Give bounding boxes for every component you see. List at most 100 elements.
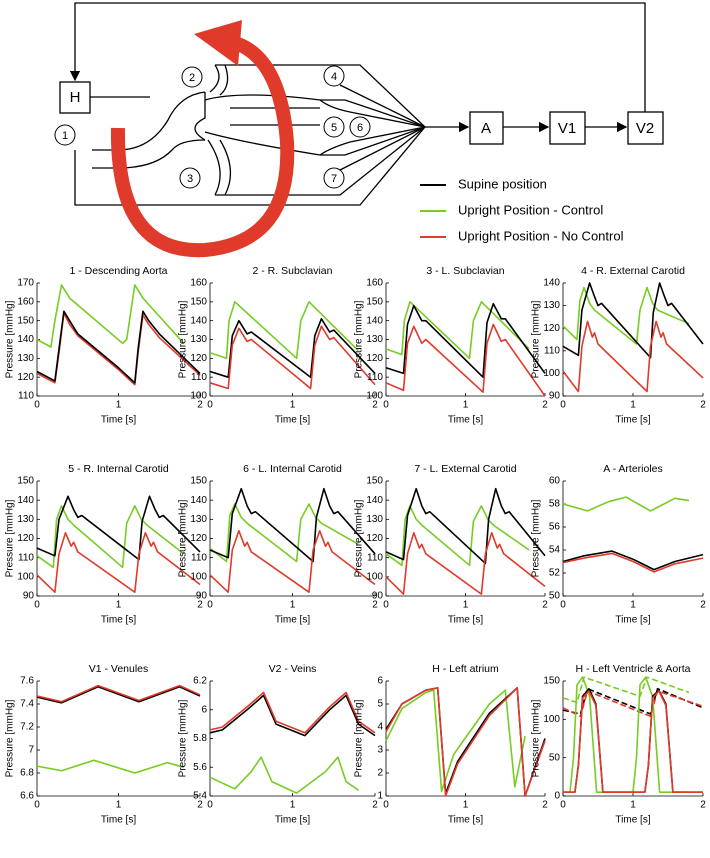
box	[59, 81, 91, 114]
y-tick-label: 130	[366, 334, 383, 345]
y-tick-label: 56	[549, 522, 561, 533]
series-line	[562, 676, 690, 704]
node-circle	[323, 116, 345, 138]
series-line	[36, 495, 201, 561]
node-circle	[181, 66, 203, 88]
chart-title: 3 - L. Subclavian	[426, 265, 504, 277]
aorta	[92, 91, 206, 169]
y-tick-label: 5.4	[193, 791, 207, 802]
x-tick-label: 0	[34, 800, 40, 811]
series-line	[209, 301, 360, 360]
loop-arrow	[69, 2, 646, 112]
vessel	[339, 84, 427, 171]
series-line	[385, 689, 526, 793]
series-line	[562, 320, 704, 393]
x-tick-label: 1	[290, 800, 296, 811]
y-axis-label: Pressure [mmHg]	[5, 499, 16, 577]
y-tick-label: 50	[549, 752, 561, 763]
x-axis-label: Time [s]	[615, 815, 650, 826]
x-tick-label: 2	[542, 400, 548, 411]
y-tick-label: 7.2	[20, 722, 34, 733]
series-line	[562, 687, 704, 715]
x-tick-label: 2	[197, 600, 203, 611]
x-tick-label: 1	[290, 400, 296, 411]
legend-label: Upright Position - Control	[458, 202, 603, 217]
y-tick-label: 130	[17, 353, 34, 364]
x-tick-label: 0	[34, 600, 40, 611]
y-tick-label: 6.2	[193, 676, 207, 687]
y-tick-label: 5	[377, 699, 383, 710]
y-tick-label: 120	[17, 372, 34, 383]
legend-label: Supine position	[458, 176, 547, 191]
y-tick-label: 130	[543, 300, 560, 311]
y-tick-label: 150	[543, 676, 560, 687]
y-tick-label: 50	[549, 591, 561, 602]
x-tick-label: 0	[383, 800, 389, 811]
chart-title: 5 - R. Internal Carotid	[68, 463, 169, 475]
y-axis-label: Pressure [mmHg]	[178, 300, 189, 378]
y-tick-label: 140	[17, 334, 34, 345]
x-tick-label: 2	[700, 800, 706, 811]
x-tick-label: 2	[197, 400, 203, 411]
y-tick-label: 6	[377, 676, 383, 687]
x-axis-label: Time [s]	[448, 815, 483, 826]
y-axis-label: Pressure [mmHg]	[354, 699, 365, 777]
y-tick-label: 90	[23, 591, 35, 602]
x-tick-label: 1	[463, 400, 469, 411]
legend: Supine position Upright Position - Contro…	[420, 176, 624, 243]
chart-title: V1 - Venules	[89, 663, 149, 675]
y-tick-label: 150	[366, 296, 383, 307]
y-tick-label: 130	[17, 514, 34, 525]
y-tick-label: 110	[544, 345, 560, 356]
x-tick-label: 2	[542, 600, 548, 611]
y-tick-label: 150	[17, 476, 34, 487]
y-tick-label: 150	[17, 315, 34, 326]
series-line	[562, 690, 704, 718]
y-tick-label: 100	[366, 571, 383, 582]
series-line	[209, 318, 376, 378]
x-tick-label: 2	[372, 800, 378, 811]
node-circle	[323, 65, 345, 87]
y-axis-label: Pressure [mmHg]	[178, 699, 189, 777]
series-line	[36, 532, 201, 593]
y-axis-label: Pressure [mmHg]	[5, 300, 16, 378]
series-line	[209, 756, 359, 794]
y-tick-label: 100	[190, 571, 207, 582]
series-line	[385, 532, 546, 595]
node-circle	[179, 167, 201, 189]
y-tick-label: 100	[366, 391, 383, 402]
x-tick-label: 0	[560, 600, 566, 611]
node-label: 3	[187, 173, 193, 185]
x-tick-label: 0	[34, 400, 40, 411]
rotation-arrow	[110, 35, 295, 258]
series-line	[36, 686, 201, 704]
x-axis-label: Time [s]	[101, 415, 136, 426]
chart-title: 7 - L. External Carotid	[414, 463, 516, 475]
y-tick-label: 140	[17, 495, 34, 506]
x-axis-label: Time [s]	[615, 615, 650, 626]
y-tick-label: 110	[367, 372, 383, 383]
y-axis-label: Pressure [mmHg]	[5, 699, 16, 777]
y-tick-label: 6.6	[20, 791, 34, 802]
diagram: H A V1 V2 1 2 3 4 5 6 7	[54, 2, 664, 258]
y-tick-label: 140	[190, 495, 207, 506]
vessel	[215, 126, 426, 196]
y-tick-label: 120	[366, 533, 383, 544]
box-label: V2	[636, 120, 654, 137]
y-tick-label: 90	[549, 391, 561, 402]
y-tick-label: 110	[18, 552, 34, 563]
y-tick-label: 150	[366, 476, 383, 487]
y-tick-label: 60	[549, 476, 561, 487]
x-tick-label: 2	[372, 600, 378, 611]
x-tick-label: 0	[560, 400, 566, 411]
y-tick-label: 120	[190, 353, 207, 364]
box	[469, 111, 504, 145]
series-line	[562, 286, 690, 345]
y-tick-label: 110	[191, 372, 207, 383]
chart-title: 1 - Descending Aorta	[69, 265, 167, 277]
y-axis-label: Pressure [mmHg]	[531, 300, 542, 378]
y-tick-label: 160	[17, 296, 34, 307]
chart-title: H - Left atrium	[432, 663, 499, 675]
y-tick-label: 100	[543, 714, 560, 725]
